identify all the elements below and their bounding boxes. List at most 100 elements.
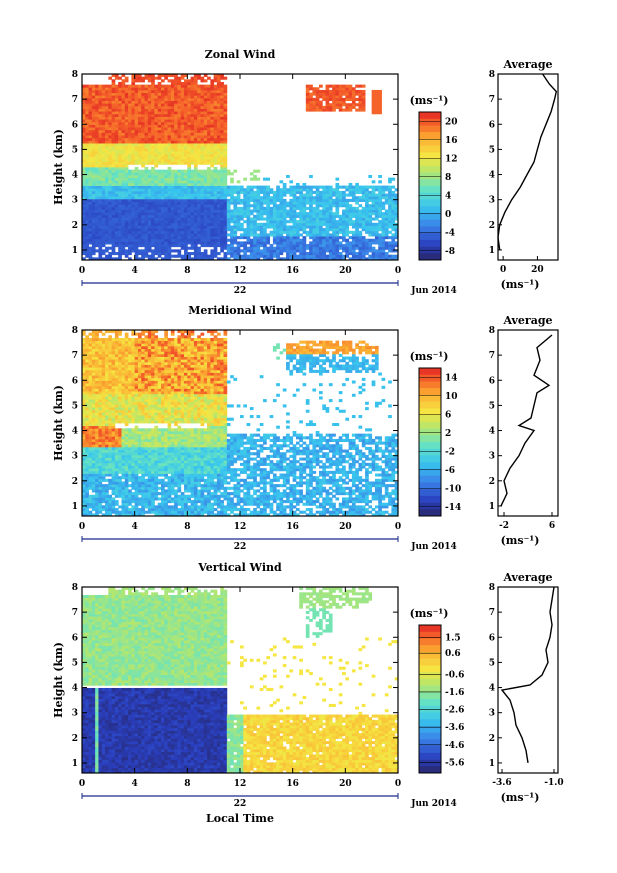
heatmap-cell [98,423,103,427]
heatmap-cell [210,209,215,213]
heatmap-cell [226,190,231,194]
heatmap-cell [203,84,208,88]
heatmap-cell [315,190,320,194]
heatmap-cell [98,177,103,181]
heatmap-cell [164,151,168,155]
heatmap-cell [151,97,155,101]
heatmap-cell [154,180,159,184]
heatmap-cell [216,137,221,141]
heatmap-cell [95,380,99,384]
heatmap-cell [351,252,356,256]
heatmap-cell [134,156,139,160]
heatmap-cell [187,145,192,149]
heatmap-cell [295,233,300,237]
heatmap-cell [342,244,346,248]
heatmap-cell [180,222,185,226]
heatmap-cell [249,228,254,232]
heatmap-cell [91,465,96,469]
heatmap-cell [131,153,136,157]
heatmap-cell [226,206,231,210]
heatmap-cell [98,433,103,437]
heatmap-cell [98,119,103,123]
heatmap-cell [184,97,188,101]
heatmap-cell [184,129,188,133]
heatmap-cell [82,143,86,147]
heatmap-cell [200,159,205,163]
heatmap-cell [180,95,185,99]
heatmap-cell [200,113,205,117]
heatmap-cell [134,167,139,171]
heatmap-cell [131,177,136,181]
heatmap-cell [85,380,89,384]
heatmap-cell [187,81,192,86]
heatmap-cell [91,396,96,400]
heatmap-cell [164,74,168,78]
heatmap-cell [210,257,215,261]
heatmap-cell [98,233,103,237]
heatmap-cell [85,337,89,342]
heatmap-cell [88,377,93,381]
heatmap-cell [141,76,145,80]
heatmap-cell [101,396,106,400]
heatmap-cell [338,222,343,226]
heatmap-cell [137,127,142,131]
heatmap-cell [335,84,340,88]
heatmap-cell [174,182,178,186]
heatmap-cell [134,225,139,229]
heatmap-cell [82,230,86,234]
heatmap-cell [233,236,238,240]
heatmap-cell [157,127,162,131]
heatmap-cell [226,193,231,197]
heatmap-cell [220,159,224,163]
heatmap-cell [381,238,386,242]
heatmap-cell [289,252,294,256]
heatmap-cell [91,151,96,155]
heatmap-cell [246,225,251,229]
heatmap-cell [82,420,86,424]
heatmap-cell [114,222,119,226]
heatmap-cell [361,225,366,229]
heatmap-cell [164,201,168,205]
heatmap-cell [105,238,109,242]
heatmap-cell [378,201,382,205]
heatmap-cell [144,137,149,141]
heatmap-cell [170,151,175,155]
heatmap-cell [358,105,363,109]
heatmap-cell [131,238,136,242]
heatmap-cell [184,100,188,104]
heatmap-cell [147,174,152,179]
heatmap-cell [154,246,159,250]
heatmap-cell [167,153,172,157]
heatmap-cell [164,148,168,152]
heatmap-cell [95,457,99,461]
x-tick-label: 12 [234,266,247,276]
heatmap-cell [263,244,267,248]
heatmap-cell [174,143,178,147]
heatmap-cell [121,252,126,256]
heatmap-cell [101,167,106,171]
heatmap-cell [88,444,93,448]
heatmap-cell [220,174,224,179]
heatmap-cell [220,222,224,226]
heatmap-cell [342,257,346,261]
heatmap-cell [164,89,168,93]
heatmap-cell [98,401,103,405]
heatmap-cell [128,161,132,165]
heatmap-cell [144,95,149,99]
heatmap-cell [85,391,89,395]
heatmap-cell [319,100,323,104]
heatmap-cell [335,252,340,256]
heatmap-cell [374,89,379,93]
heatmap-cell [98,188,103,192]
heatmap-cell [108,182,113,186]
heatmap-cell [210,244,215,248]
heatmap-cell [134,103,139,107]
heatmap-cell [124,87,129,91]
heatmap-cell [174,153,178,157]
heatmap-cell [157,172,162,176]
heatmap-cell [193,145,198,149]
heatmap-cell [335,188,340,192]
heatmap-cell [91,425,96,429]
heatmap-cell [174,137,178,141]
heatmap-cell [128,97,132,101]
